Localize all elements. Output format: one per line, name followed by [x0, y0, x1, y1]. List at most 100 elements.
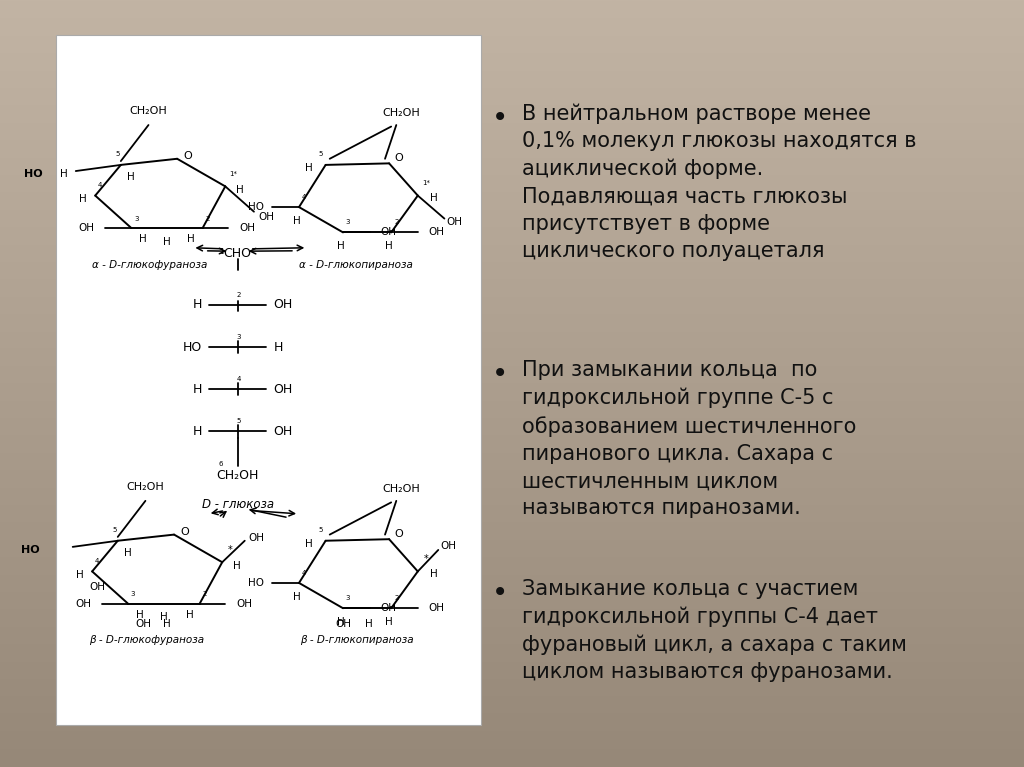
Text: H: H: [163, 236, 171, 247]
Text: В нейтральном растворе менее
0,1% молекул глюкозы находятся в
ациклической форме: В нейтральном растворе менее 0,1% молеку…: [522, 104, 916, 261]
Text: OH: OH: [428, 227, 444, 238]
FancyBboxPatch shape: [56, 35, 481, 725]
Text: HO: HO: [248, 202, 264, 212]
Text: H: H: [293, 216, 301, 226]
Text: H: H: [337, 241, 345, 252]
Text: OH: OH: [380, 227, 396, 238]
Text: OH: OH: [89, 581, 105, 592]
Text: H: H: [76, 570, 84, 581]
Text: 2: 2: [394, 595, 398, 601]
Text: HO: HO: [248, 578, 264, 588]
Text: H: H: [305, 538, 313, 549]
Text: H: H: [385, 617, 393, 627]
Text: α - D-глюкопираноза: α - D-глюкопираноза: [299, 259, 414, 270]
Text: 5: 5: [318, 151, 323, 157]
Text: OH: OH: [237, 598, 253, 609]
Text: 3: 3: [237, 334, 241, 340]
Text: 6: 6: [219, 462, 223, 467]
Text: 3: 3: [134, 216, 138, 222]
Text: 4: 4: [302, 194, 306, 200]
Text: OH: OH: [428, 603, 444, 614]
Text: OH: OH: [440, 541, 457, 551]
Text: 4: 4: [95, 558, 99, 564]
Text: 5: 5: [318, 527, 323, 533]
Text: 4: 4: [302, 570, 306, 576]
Text: 1*: 1*: [229, 171, 238, 177]
Text: CHO: CHO: [223, 247, 252, 260]
Text: OH: OH: [273, 425, 293, 438]
Text: OH: OH: [380, 603, 396, 614]
Text: O: O: [180, 526, 188, 537]
Text: H: H: [79, 194, 87, 205]
Text: OH: OH: [446, 217, 463, 228]
Text: H: H: [136, 610, 144, 621]
Text: OH: OH: [258, 212, 274, 222]
Text: H: H: [193, 298, 202, 311]
Text: 4: 4: [98, 182, 102, 188]
Text: 1*: 1*: [422, 180, 430, 186]
Text: 2: 2: [237, 292, 241, 298]
Text: 5: 5: [116, 151, 120, 157]
Text: 2: 2: [203, 591, 207, 597]
Text: CH₂OH: CH₂OH: [130, 106, 167, 117]
Text: CH₂OH: CH₂OH: [383, 483, 420, 494]
Text: H: H: [186, 234, 195, 245]
Text: α - D-глюкофураноза: α - D-глюкофураноза: [92, 259, 207, 270]
Text: •: •: [492, 360, 508, 389]
Text: HO: HO: [22, 545, 40, 555]
Text: 3: 3: [346, 219, 350, 225]
Text: 2: 2: [394, 219, 398, 225]
Text: 5: 5: [113, 527, 117, 533]
Text: CH₂OH: CH₂OH: [127, 482, 164, 492]
Text: OH: OH: [135, 618, 152, 629]
Text: H: H: [193, 383, 202, 396]
Text: H: H: [127, 172, 135, 183]
Text: β - D-глюкопираноза: β - D-глюкопираноза: [300, 635, 413, 646]
Text: HO: HO: [182, 341, 202, 354]
Text: H: H: [293, 591, 301, 602]
Text: CH₂OH: CH₂OH: [216, 469, 259, 482]
Text: 2: 2: [206, 216, 210, 222]
Text: O: O: [394, 528, 402, 539]
Text: HO: HO: [25, 169, 43, 179]
Text: OH: OH: [248, 532, 264, 543]
Text: H: H: [365, 618, 373, 629]
Text: •: •: [492, 104, 508, 132]
Text: OH: OH: [78, 222, 94, 233]
Text: OH: OH: [335, 618, 351, 629]
Text: O: O: [183, 150, 191, 161]
Text: β - D-глюкофураноза: β - D-глюкофураноза: [89, 635, 204, 646]
Text: •: •: [492, 579, 508, 607]
Text: H: H: [163, 618, 171, 629]
Text: H: H: [185, 610, 194, 621]
Text: OH: OH: [273, 383, 293, 396]
Text: H: H: [193, 425, 202, 438]
Text: *: *: [228, 545, 232, 555]
Text: 3: 3: [131, 591, 135, 597]
Text: H: H: [124, 548, 132, 558]
Text: H: H: [337, 617, 345, 627]
Text: H: H: [430, 193, 438, 203]
Text: H: H: [236, 185, 244, 196]
Text: *: *: [424, 554, 428, 565]
Text: H: H: [305, 163, 313, 173]
Text: Замыкание кольца с участием
гидроксильной группы С-4 дает
фурановый цикл, а саха: Замыкание кольца с участием гидроксильно…: [522, 579, 907, 682]
Text: H: H: [232, 561, 241, 571]
Text: H: H: [430, 568, 438, 579]
Text: OH: OH: [273, 298, 293, 311]
Text: H: H: [139, 234, 147, 245]
Text: O: O: [394, 153, 402, 163]
Text: При замыкании кольца  по
гидроксильной группе С-5 с
образованием шестичленного
п: При замыкании кольца по гидроксильной гр…: [522, 360, 857, 518]
Text: 3: 3: [346, 595, 350, 601]
Text: 4: 4: [237, 377, 241, 382]
Text: H: H: [160, 612, 168, 623]
Text: OH: OH: [240, 222, 256, 233]
Text: H: H: [59, 169, 68, 179]
Text: CH₂OH: CH₂OH: [383, 107, 420, 118]
Text: OH: OH: [75, 598, 91, 609]
Text: D - глюкоза: D - глюкоза: [202, 498, 273, 511]
Text: 1: 1: [219, 249, 223, 255]
Text: 5: 5: [237, 419, 241, 424]
Text: H: H: [273, 341, 283, 354]
Text: H: H: [385, 241, 393, 252]
